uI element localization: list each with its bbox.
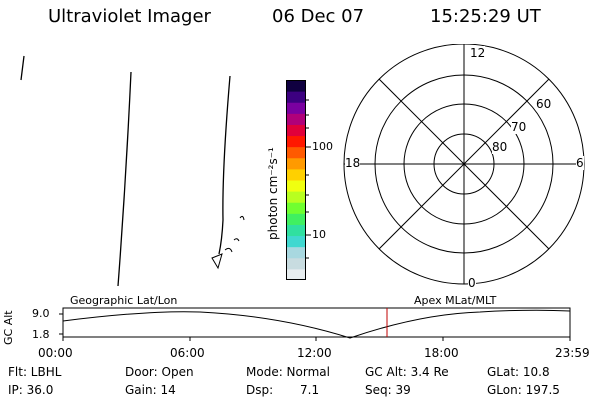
status-gain: Gain: 14	[125, 383, 176, 397]
status-glat: GLat: 10.8	[487, 365, 550, 379]
status-dsp-value: 7.1	[300, 383, 320, 397]
color-swatch	[286, 246, 306, 259]
geographic-caption: Geographic Lat/Lon	[70, 294, 178, 307]
polar-label-18: 18	[345, 156, 361, 170]
status-seq: Seq: 39	[365, 383, 411, 397]
timeline-frame	[62, 307, 571, 338]
color-swatch	[286, 146, 306, 159]
tick-0600: 06:00	[170, 346, 205, 360]
geo-line-short	[20, 55, 25, 81]
instrument-title: Ultraviolet Imager	[48, 6, 211, 27]
polar-label-0: 0	[468, 276, 476, 290]
tick-1200: 12:00	[297, 346, 332, 360]
color-scale-bar	[286, 80, 306, 280]
gc-alt-bottom-value: 1.8	[32, 328, 50, 341]
status-gc-alt: GC Alt: 3.4 Re	[365, 365, 449, 379]
status-glon: GLon: 197.5	[487, 383, 560, 397]
color-swatch	[286, 102, 306, 114]
color-swatch	[286, 213, 306, 225]
status-filter: Flt: LBHL	[8, 365, 62, 379]
status-ip: IP: 36.0	[8, 383, 54, 397]
color-tick-100: 100	[312, 140, 333, 153]
color-swatch	[286, 135, 306, 148]
geo-coast-2	[224, 215, 245, 253]
color-swatch	[286, 257, 306, 270]
color-swatch	[286, 113, 306, 125]
geographic-image-panel	[20, 55, 245, 287]
polar-label-12: 12	[470, 46, 486, 60]
color-scale-unit: photon cm⁻²s⁻¹	[266, 147, 280, 240]
color-swatch	[286, 80, 306, 92]
status-dsp-label: Dsp:	[246, 383, 274, 397]
color-scale-ticks	[306, 99, 311, 259]
color-tick-10: 10	[312, 228, 326, 241]
gc-alt-top-value: 9.0	[32, 307, 50, 320]
polar-label-6: 6	[576, 156, 584, 170]
apex-caption: Apex MLat/MLT	[414, 294, 497, 307]
geo-line-right	[218, 75, 231, 255]
gc-alt-timeline	[59, 307, 571, 341]
color-swatch	[286, 91, 306, 103]
color-swatch	[286, 235, 306, 248]
tick-0000: 00:00	[38, 346, 73, 360]
color-swatch	[286, 202, 306, 214]
tick-1800: 18:00	[424, 346, 459, 360]
geo-line-middle	[117, 71, 132, 287]
color-swatch	[286, 157, 306, 170]
polar-lat-60: 60	[536, 97, 552, 111]
date-label: 06 Dec 07	[272, 6, 365, 27]
color-swatch	[286, 124, 306, 137]
time-label: 15:25:29 UT	[430, 6, 541, 27]
altitude-curve	[62, 309, 571, 339]
polar-lat-80: 80	[492, 140, 508, 154]
color-swatch	[286, 191, 306, 203]
color-swatch	[286, 224, 306, 237]
color-swatch	[286, 180, 306, 192]
tick-2359: 23:59	[555, 346, 590, 360]
polar-plot	[343, 44, 585, 285]
status-mode: Mode: Normal	[246, 365, 330, 379]
geo-coast-1	[211, 253, 223, 270]
color-swatch	[286, 168, 306, 181]
status-door: Door: Open	[125, 365, 194, 379]
polar-lat-70: 70	[511, 120, 527, 134]
polar-diagonal-2	[378, 78, 550, 250]
color-bar-border	[286, 80, 306, 280]
color-swatch	[286, 268, 306, 280]
